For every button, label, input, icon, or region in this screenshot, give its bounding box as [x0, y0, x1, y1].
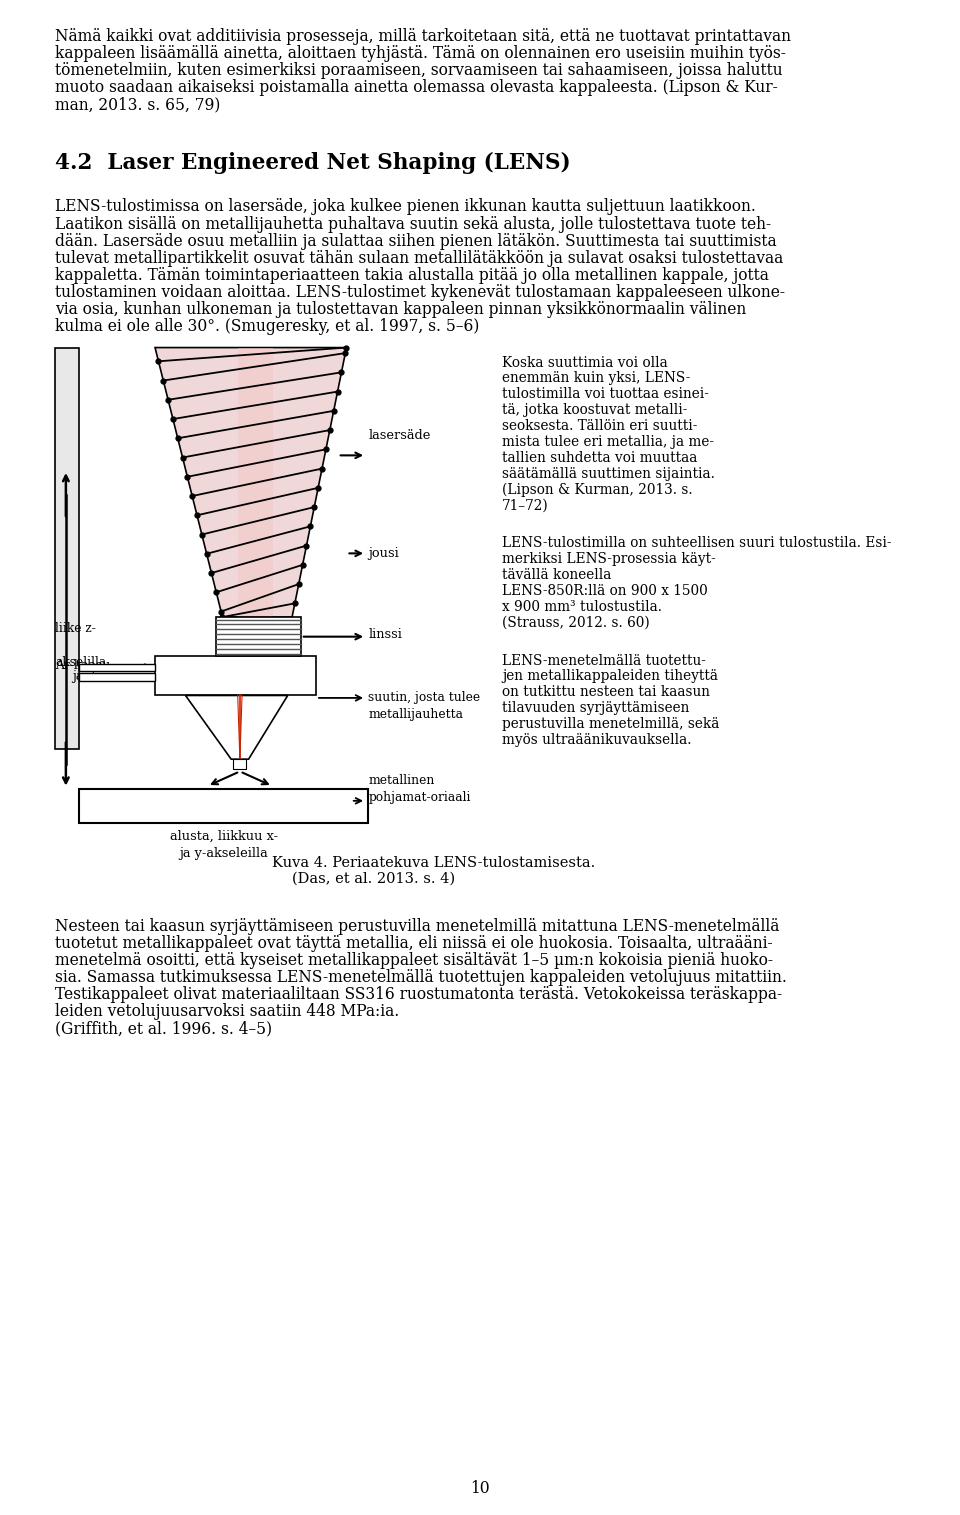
Text: tävällä koneella: tävällä koneella — [502, 568, 612, 582]
Text: liike z-: liike z- — [55, 623, 96, 635]
Text: tilavuuden syrjäyttämiseen: tilavuuden syrjäyttämiseen — [502, 701, 689, 715]
Text: on tutkittu nesteen tai kaasun: on tutkittu nesteen tai kaasun — [502, 685, 710, 700]
Text: tömenetelmiin, kuten esimerkiksi poraamiseen, sorvaamiseen tai sahaamiseen, jois: tömenetelmiin, kuten esimerkiksi poraami… — [55, 62, 782, 79]
Text: Nesteen tai kaasun syrjäyttämiseen perustuvilla menetelmillä mitattuna LENS-mene: Nesteen tai kaasun syrjäyttämiseen perus… — [55, 918, 780, 935]
Text: suutin, josta tulee: suutin, josta tulee — [369, 691, 480, 703]
Bar — [156, 656, 316, 695]
Text: alusta, liikkuu x-: alusta, liikkuu x- — [170, 830, 277, 844]
Text: Koska suuttimia voi olla: Koska suuttimia voi olla — [502, 356, 668, 370]
Text: kappaleen lisäämällä ainetta, aloittaen tyhjästä. Tämä on olennainen ero useisii: kappaleen lisäämällä ainetta, aloittaen … — [55, 45, 786, 62]
Text: LENS-tulostimissa on lasersäde, joka kulkee pienen ikkunan kautta suljettuun laa: LENS-tulostimissa on lasersäde, joka kul… — [55, 198, 756, 215]
Text: via osia, kunhan ulkoneman ja tulostettavan kappaleen pinnan yksikkönormaalin vä: via osia, kunhan ulkoneman ja tulostetta… — [55, 301, 746, 318]
Bar — [216, 617, 300, 656]
Text: tulostimilla voi tuottaa esinei-: tulostimilla voi tuottaa esinei- — [502, 388, 708, 401]
Text: tä, jotka koostuvat metalli-: tä, jotka koostuvat metalli- — [502, 403, 687, 417]
Text: Laatikon sisällä on metallijauhetta puhaltava suutin sekä alusta, jolle tulostet: Laatikon sisällä on metallijauhetta puha… — [55, 215, 771, 233]
Text: 4.2  Laser Engineered Net Shaping (LENS): 4.2 Laser Engineered Net Shaping (LENS) — [55, 152, 570, 174]
Text: myös ultraäänikuvauksella.: myös ultraäänikuvauksella. — [502, 733, 691, 747]
Text: (Strauss, 2012. s. 60): (Strauss, 2012. s. 60) — [502, 615, 650, 630]
Text: LENS-menetelmällä tuotettu-: LENS-menetelmällä tuotettu- — [502, 653, 706, 668]
Text: Nämä kaikki ovat additiivisia prosesseja, millä tarkoitetaan sitä, että ne tuott: Nämä kaikki ovat additiivisia prosesseja… — [55, 27, 791, 45]
Bar — [238, 347, 273, 617]
Text: kulma ei ole alle 30°. (Smugeresky, et al. 1997, s. 5–6): kulma ei ole alle 30°. (Smugeresky, et a… — [55, 318, 479, 335]
Text: sia. Samassa tutkimuksessa LENS-menetelmällä tuotettujen kappaleiden vetolujuus : sia. Samassa tutkimuksessa LENS-menetelm… — [55, 970, 787, 986]
Text: Ar-kaasu: Ar-kaasu — [55, 659, 110, 673]
Text: mista tulee eri metallia, ja me-: mista tulee eri metallia, ja me- — [502, 435, 714, 448]
Text: LENS-tulostimilla on suhteellisen suuri tulostustila. Esi-: LENS-tulostimilla on suhteellisen suuri … — [502, 536, 892, 550]
Bar — [233, 759, 247, 770]
Bar — [55, 347, 79, 750]
Text: seoksesta. Tällöin eri suutti-: seoksesta. Tällöin eri suutti- — [502, 420, 697, 433]
Text: ja y-akseleilla: ja y-akseleilla — [180, 847, 268, 861]
Bar — [79, 789, 369, 823]
Text: kappaletta. Tämän toimintaperiaatteen takia alustalla pitää jo olla metallinen k: kappaletta. Tämän toimintaperiaatteen ta… — [55, 267, 769, 283]
Text: muoto saadaan aikaiseksi poistamalla ainetta olemassa olevasta kappaleesta. (Lip: muoto saadaan aikaiseksi poistamalla ain… — [55, 79, 778, 97]
Text: dään. Lasersäde osuu metalliin ja sulattaa siihen pienen lätäkön. Suuttimesta ta: dään. Lasersäde osuu metalliin ja sulatt… — [55, 233, 777, 250]
Polygon shape — [185, 695, 288, 759]
Text: jauhe: jauhe — [72, 670, 107, 683]
Text: 71–72): 71–72) — [502, 498, 549, 512]
Text: enemmän kuin yksi, LENS-: enemmän kuin yksi, LENS- — [502, 371, 690, 385]
Text: Kuva 4. Periaatekuva LENS-tulostamisesta.: Kuva 4. Periaatekuva LENS-tulostamisesta… — [273, 856, 596, 870]
Text: LENS-850R:llä on 900 x 1500: LENS-850R:llä on 900 x 1500 — [502, 583, 708, 598]
Text: merkiksi LENS-prosessia käyt-: merkiksi LENS-prosessia käyt- — [502, 551, 716, 567]
Text: tulostaminen voidaan aloittaa. LENS-tulostimet kykenevät tulostamaan kappaleesee: tulostaminen voidaan aloittaa. LENS-tulo… — [55, 285, 785, 301]
Text: (Griffith, et al. 1996. s. 4–5): (Griffith, et al. 1996. s. 4–5) — [55, 1021, 272, 1038]
Text: pohjamat­oriaali: pohjamat­oriaali — [369, 791, 470, 804]
Text: (Das, et al. 2013. s. 4): (Das, et al. 2013. s. 4) — [293, 871, 456, 886]
Text: menetelmä osoitti, että kyseiset metallikappaleet sisältävät 1–5 µm:n kokoisia p: menetelmä osoitti, että kyseiset metalli… — [55, 951, 773, 968]
Text: jousi: jousi — [369, 547, 399, 561]
Text: tuotetut metallikappaleet ovat täyttä metallia, eli niissä ei ole huokosia. Tois: tuotetut metallikappaleet ovat täyttä me… — [55, 935, 773, 951]
Text: linssi: linssi — [369, 627, 402, 641]
Text: leiden vetolujuusarvoksi saatiin 448 MPa:ia.: leiden vetolujuusarvoksi saatiin 448 MPa… — [55, 1003, 399, 1020]
Text: lasersäde: lasersäde — [369, 429, 431, 442]
Bar — [79, 664, 156, 671]
Polygon shape — [156, 347, 347, 617]
Bar — [79, 674, 156, 680]
Text: man, 2013. s. 65, 79): man, 2013. s. 65, 79) — [55, 97, 221, 114]
Text: x 900 mm³ tulostustila.: x 900 mm³ tulostustila. — [502, 600, 662, 614]
Text: tulevat metallipartikkelit osuvat tähän sulaan metallilätäkköön ja sulavat osaks: tulevat metallipartikkelit osuvat tähän … — [55, 250, 783, 267]
Text: tallien suhdetta voi muuttaa: tallien suhdetta voi muuttaa — [502, 451, 697, 465]
Text: säätämällä suuttimen sijaintia.: säätämällä suuttimen sijaintia. — [502, 467, 715, 480]
Text: 10: 10 — [470, 1480, 490, 1497]
Text: akselilla: akselilla — [55, 656, 107, 670]
Text: metallijauhetta: metallijauhetta — [369, 708, 463, 721]
Text: perustuvilla menetelmillä, sekä: perustuvilla menetelmillä, sekä — [502, 717, 719, 732]
Text: jen metallikappaleiden tiheyttä: jen metallikappaleiden tiheyttä — [502, 670, 718, 683]
Text: Testikappaleet olivat materiaaliltaan SS316 ruostumatonta terästä. Vetokokeissa : Testikappaleet olivat materiaaliltaan SS… — [55, 986, 782, 1003]
Text: (Lipson & Kurman, 2013. s.: (Lipson & Kurman, 2013. s. — [502, 483, 692, 497]
Text: metallinen: metallinen — [369, 774, 435, 786]
